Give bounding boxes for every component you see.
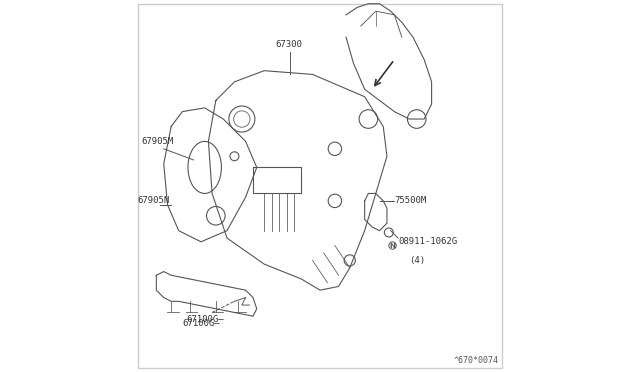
- Text: 67905N: 67905N: [138, 196, 170, 205]
- Text: 08911-1062G: 08911-1062G: [398, 237, 457, 246]
- Text: N: N: [390, 243, 396, 248]
- Text: 67100G—: 67100G—: [186, 315, 224, 324]
- Text: 67100G—: 67100G—: [182, 319, 220, 328]
- Text: 67300: 67300: [275, 40, 302, 49]
- Text: 75500M: 75500M: [394, 196, 427, 205]
- FancyBboxPatch shape: [138, 4, 502, 368]
- Text: 67905M: 67905M: [141, 137, 173, 146]
- Text: ^670*0074: ^670*0074: [454, 356, 499, 365]
- Text: (4): (4): [410, 256, 426, 265]
